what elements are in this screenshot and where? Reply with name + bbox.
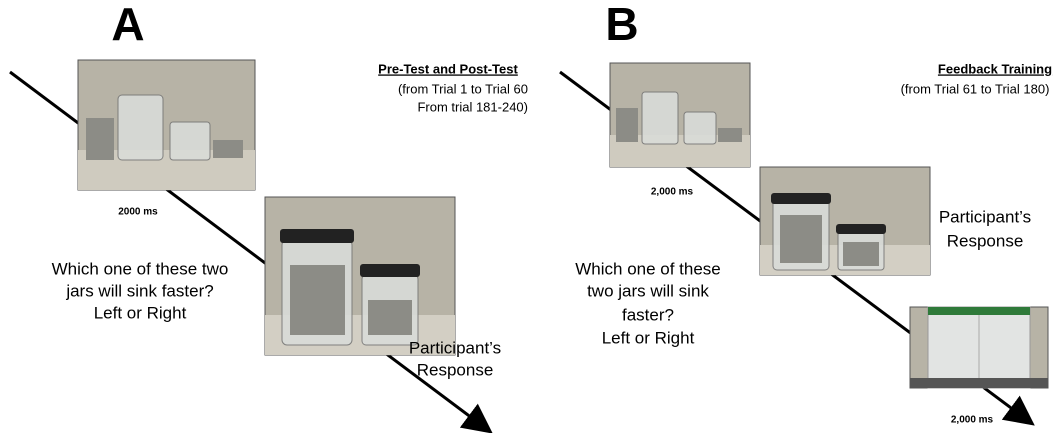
- question: Left or Right: [602, 328, 695, 347]
- photo: [78, 60, 255, 190]
- panel-a: A Pre-Test and Post-Test (from Trial 1 t…: [10, 0, 528, 430]
- note: (from Trial 1 to Trial 60: [398, 81, 528, 96]
- panel-b: B Feedback Training (from Trial 61 to Tr…: [560, 0, 1052, 426]
- panel-label: B: [605, 0, 638, 50]
- question: two jars will sink: [587, 281, 709, 300]
- response: Participant’s: [939, 207, 1031, 226]
- photo: [610, 63, 750, 167]
- question: Which one of these two: [52, 259, 229, 278]
- figure: A Pre-Test and Post-Test (from Trial 1 t…: [0, 0, 1062, 433]
- note: From trial 181-240): [417, 99, 528, 114]
- panel-label: A: [111, 0, 144, 50]
- photo: [265, 197, 455, 355]
- photo: [910, 307, 1048, 388]
- response: Response: [417, 360, 494, 379]
- duration: 2000 ms: [118, 207, 158, 218]
- question: Which one of these: [575, 259, 721, 278]
- question: faster?: [622, 305, 674, 324]
- duration: 2,000 ms: [651, 187, 694, 198]
- response: Response: [947, 231, 1024, 250]
- heading: Pre-Test and Post-Test: [378, 61, 518, 76]
- question: Left or Right: [94, 303, 187, 322]
- question: jars will sink faster?: [65, 281, 213, 300]
- note: (from Trial 61 to Trial 180): [901, 81, 1050, 96]
- response: Participant’s: [409, 338, 501, 357]
- duration: 2,000 ms: [951, 415, 994, 426]
- heading: Feedback Training: [938, 61, 1052, 76]
- photo: [760, 167, 930, 275]
